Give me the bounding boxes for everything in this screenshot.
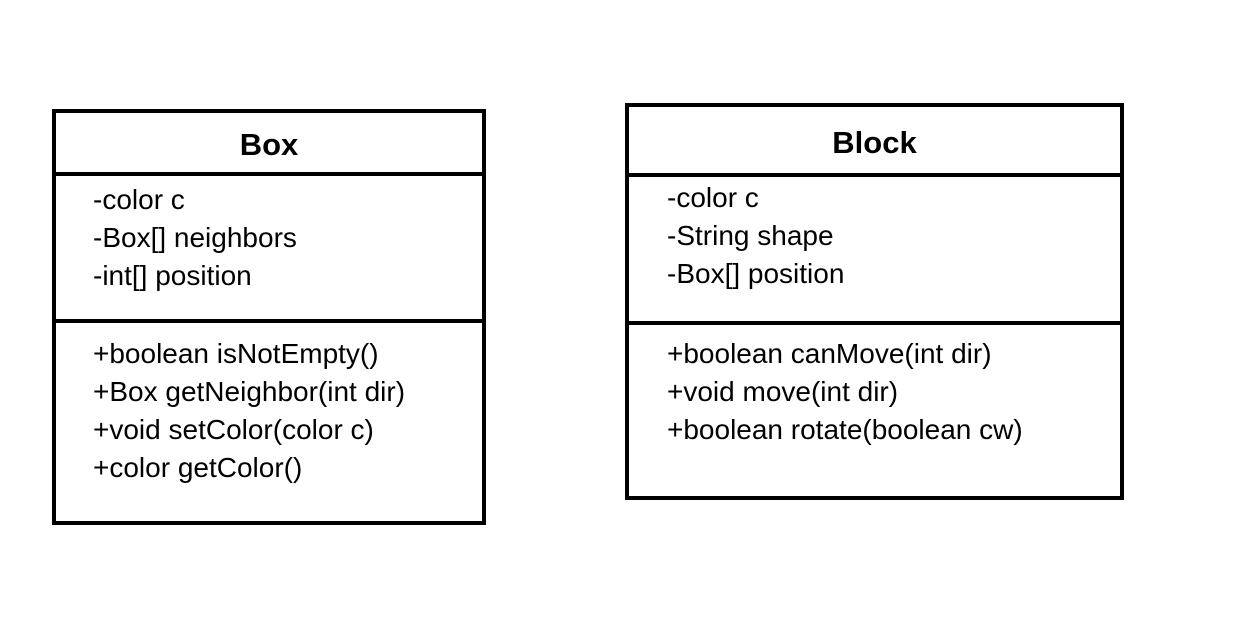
uml-class-box: Box -color c -Box[] neighbors -int[] pos… (52, 109, 486, 525)
attribute: -color c (93, 184, 185, 215)
methods-section: +boolean canMove(int dir) +void move(int… (629, 325, 1120, 449)
method: +Box getNeighbor(int dir) (93, 376, 406, 407)
method: +void move(int dir) (667, 376, 899, 407)
method: +boolean rotate(boolean cw) (667, 414, 1023, 445)
attribute: -String shape (667, 220, 834, 251)
attribute: -color c (667, 182, 759, 213)
class-name: Block (629, 107, 1120, 177)
method: +boolean canMove(int dir) (667, 338, 992, 369)
attribute: -Box[] neighbors (93, 222, 297, 253)
method: +color getColor() (93, 452, 303, 483)
class-name: Box (56, 113, 482, 176)
attributes-section: -color c -Box[] neighbors -int[] positio… (56, 176, 482, 323)
attributes-section: -color c -String shape -Box[] position (629, 177, 1120, 325)
method: +void setColor(color c) (93, 414, 374, 445)
method: +boolean isNotEmpty() (93, 338, 379, 369)
methods-section: +boolean isNotEmpty() +Box getNeighbor(i… (56, 323, 482, 487)
uml-class-block: Block -color c -String shape -Box[] posi… (625, 103, 1124, 500)
attribute: -int[] position (93, 260, 252, 291)
attribute: -Box[] position (667, 258, 845, 289)
